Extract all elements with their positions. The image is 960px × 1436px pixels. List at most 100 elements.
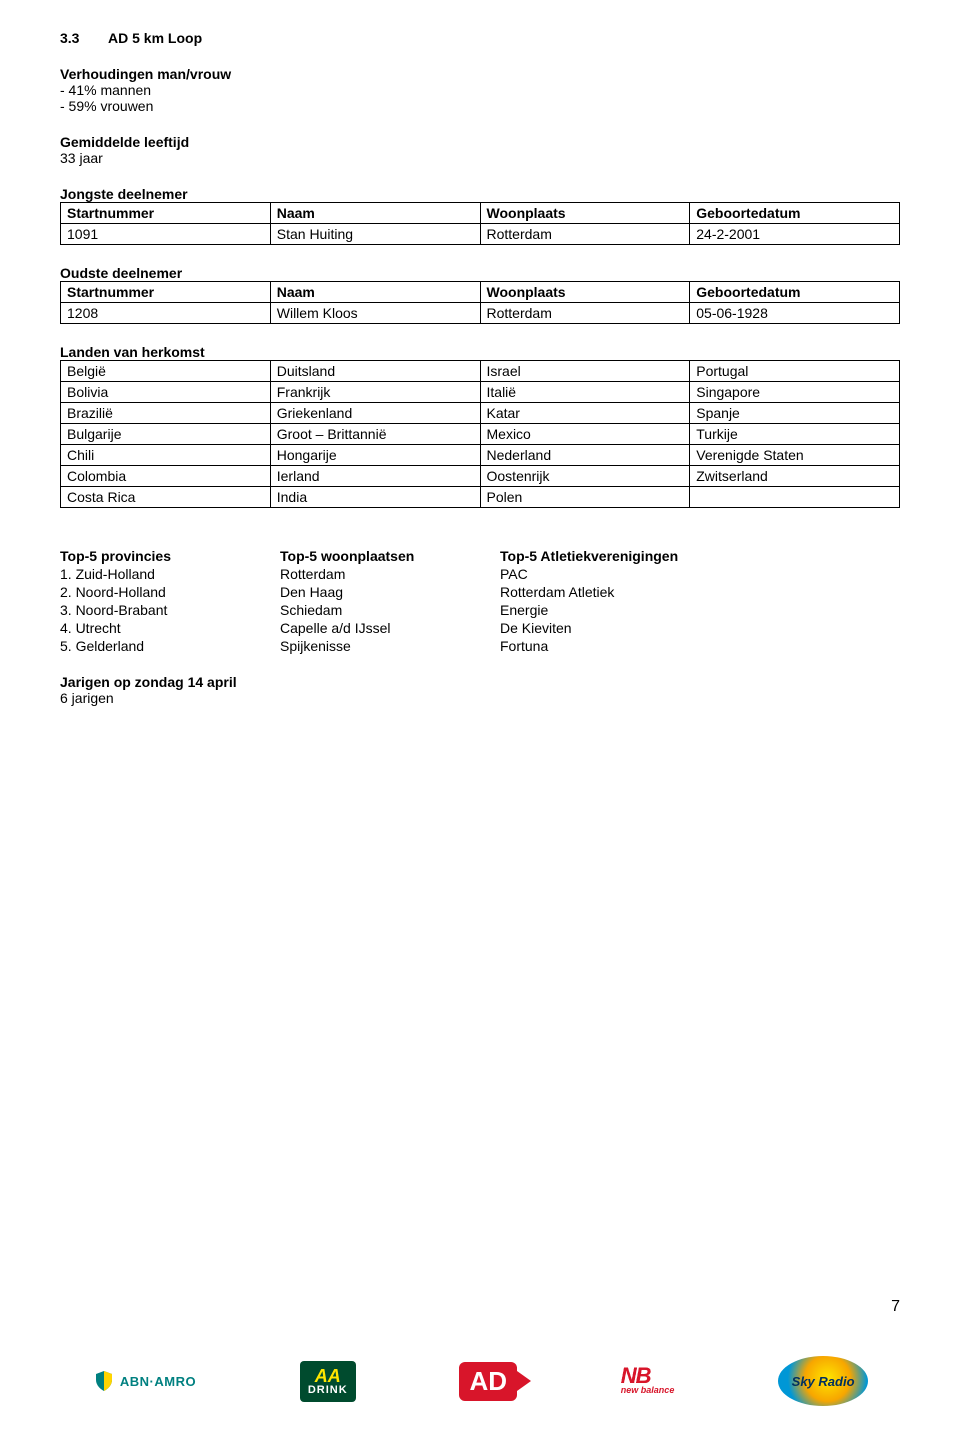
- cell: Polen: [480, 487, 690, 508]
- cell: Portugal: [690, 361, 900, 382]
- ratio-heading: Verhoudingen man/vrouw: [60, 66, 900, 82]
- table-row: 1208 Willem Kloos Rotterdam 05-06-1928: [61, 303, 900, 324]
- ratio-block: Verhoudingen man/vrouw - 41% mannen - 59…: [60, 66, 900, 114]
- cell: Stan Huiting: [270, 224, 480, 245]
- cell: Griekenland: [270, 403, 480, 424]
- abn-amro-logo: ABN·AMRO: [92, 1369, 196, 1393]
- top5-provincies-heading: Top-5 provincies: [60, 548, 280, 564]
- section-heading: 3.3AD 5 km Loop: [60, 30, 900, 46]
- cell: 1091: [61, 224, 271, 245]
- cell: Singapore: [690, 382, 900, 403]
- cell: Bolivia: [61, 382, 271, 403]
- ratio-women: - 59% vrouwen: [60, 98, 900, 114]
- table-header-row: Startnummer Naam Woonplaats Geboortedatu…: [61, 282, 900, 303]
- top5-cell: Rotterdam: [280, 566, 500, 582]
- top5-cell: De Kieviten: [500, 620, 900, 636]
- cell: Ierland: [270, 466, 480, 487]
- top5-cell: Schiedam: [280, 602, 500, 618]
- table-row: BelgiëDuitslandIsraelPortugal: [61, 361, 900, 382]
- countries-table: BelgiëDuitslandIsraelPortugalBoliviaFran…: [60, 360, 900, 508]
- top5-cell: 4. Utrecht: [60, 620, 280, 636]
- top5-header-row: Top-5 provincies Top-5 woonplaatsen Top-…: [60, 548, 900, 564]
- oldest-block: Oudste deelnemer Startnummer Naam Woonpl…: [60, 265, 900, 324]
- cell: 24-2-2001: [690, 224, 900, 245]
- cell: India: [270, 487, 480, 508]
- top5-cell: Spijkenisse: [280, 638, 500, 654]
- youngest-block: Jongste deelnemer Startnummer Naam Woonp…: [60, 186, 900, 245]
- top5-atletiek-heading: Top-5 Atletiekverenigingen: [500, 548, 900, 564]
- table-row: ChiliHongarijeNederlandVerenigde Staten: [61, 445, 900, 466]
- cell: Verenigde Staten: [690, 445, 900, 466]
- ad-text: AD: [469, 1366, 507, 1396]
- countries-block: Landen van herkomst BelgiëDuitslandIsrae…: [60, 344, 900, 508]
- top5-row: 5. GelderlandSpijkenisseFortuna: [60, 638, 900, 654]
- avg-age-block: Gemiddelde leeftijd 33 jaar: [60, 134, 900, 166]
- top5-cell: Den Haag: [280, 584, 500, 600]
- top5-cell: Rotterdam Atletiek: [500, 584, 900, 600]
- cell: Colombia: [61, 466, 271, 487]
- top5-cell: PAC: [500, 566, 900, 582]
- cell: Nederland: [480, 445, 690, 466]
- oldest-heading: Oudste deelnemer: [60, 265, 900, 281]
- top5-woonplaatsen-heading: Top-5 woonplaatsen: [280, 548, 500, 564]
- top5-cell: Energie: [500, 602, 900, 618]
- top5-row: 4. UtrechtCapelle a/d IJsselDe Kieviten: [60, 620, 900, 636]
- top5-row: 2. Noord-HollandDen HaagRotterdam Atleti…: [60, 584, 900, 600]
- shield-icon: [92, 1369, 116, 1393]
- cell: Spanje: [690, 403, 900, 424]
- new-balance-logo: NB new balance: [621, 1367, 675, 1395]
- cell: Italië: [480, 382, 690, 403]
- ratio-men: - 41% mannen: [60, 82, 900, 98]
- aa-drink-logo: AA DRINK: [300, 1361, 356, 1402]
- cell: Costa Rica: [61, 487, 271, 508]
- top5-cell: 2. Noord-Holland: [60, 584, 280, 600]
- cell: Mexico: [480, 424, 690, 445]
- cell: Frankrijk: [270, 382, 480, 403]
- col-naam: Naam: [270, 203, 480, 224]
- col-geboortedatum: Geboortedatum: [690, 203, 900, 224]
- col-woonplaats: Woonplaats: [480, 282, 690, 303]
- cell: Duitsland: [270, 361, 480, 382]
- top5-cell: 5. Gelderland: [60, 638, 280, 654]
- cell: Zwitserland: [690, 466, 900, 487]
- nb-mark: NB: [621, 1367, 651, 1385]
- col-startnummer: Startnummer: [61, 203, 271, 224]
- cell: Bulgarije: [61, 424, 271, 445]
- cell: 05-06-1928: [690, 303, 900, 324]
- top5-cell: Capelle a/d IJssel: [280, 620, 500, 636]
- cell: Rotterdam: [480, 224, 690, 245]
- footer-logos: ABN·AMRO AA DRINK AD NB new balance Sky …: [0, 1356, 960, 1406]
- youngest-heading: Jongste deelnemer: [60, 186, 900, 202]
- sky-radio-text: Sky Radio: [792, 1374, 855, 1389]
- cell: België: [61, 361, 271, 382]
- table-row: BulgarijeGroot – BrittanniëMexicoTurkije: [61, 424, 900, 445]
- top5-row: 1. Zuid-HollandRotterdamPAC: [60, 566, 900, 582]
- table-row: Costa RicaIndiaPolen: [61, 487, 900, 508]
- table-row: BraziliëGriekenlandKatarSpanje: [61, 403, 900, 424]
- birthdays-heading: Jarigen op zondag 14 april: [60, 674, 900, 690]
- birthdays-block: Jarigen op zondag 14 april 6 jarigen: [60, 674, 900, 706]
- cell: Willem Kloos: [270, 303, 480, 324]
- cell: Katar: [480, 403, 690, 424]
- abn-amro-text: ABN·AMRO: [120, 1374, 196, 1389]
- top5-block: Top-5 provincies Top-5 woonplaatsen Top-…: [60, 548, 900, 654]
- countries-heading: Landen van herkomst: [60, 344, 900, 360]
- top5-cell: Fortuna: [500, 638, 900, 654]
- top5-cell: 1. Zuid-Holland: [60, 566, 280, 582]
- section-number: 3.3: [60, 30, 108, 46]
- table-row: 1091 Stan Huiting Rotterdam 24-2-2001: [61, 224, 900, 245]
- col-geboortedatum: Geboortedatum: [690, 282, 900, 303]
- col-woonplaats: Woonplaats: [480, 203, 690, 224]
- top5-row: 3. Noord-BrabantSchiedamEnergie: [60, 602, 900, 618]
- cell: Hongarije: [270, 445, 480, 466]
- sky-radio-logo: Sky Radio: [778, 1356, 868, 1406]
- aa-drink-top: AA: [315, 1367, 341, 1385]
- oldest-table: Startnummer Naam Woonplaats Geboortedatu…: [60, 281, 900, 324]
- avg-age-value: 33 jaar: [60, 150, 900, 166]
- col-startnummer: Startnummer: [61, 282, 271, 303]
- ad-logo: AD: [459, 1362, 517, 1401]
- cell: Oostenrijk: [480, 466, 690, 487]
- aa-drink-bottom: DRINK: [308, 1385, 348, 1396]
- page-number: 7: [891, 1298, 900, 1316]
- cell: Chili: [61, 445, 271, 466]
